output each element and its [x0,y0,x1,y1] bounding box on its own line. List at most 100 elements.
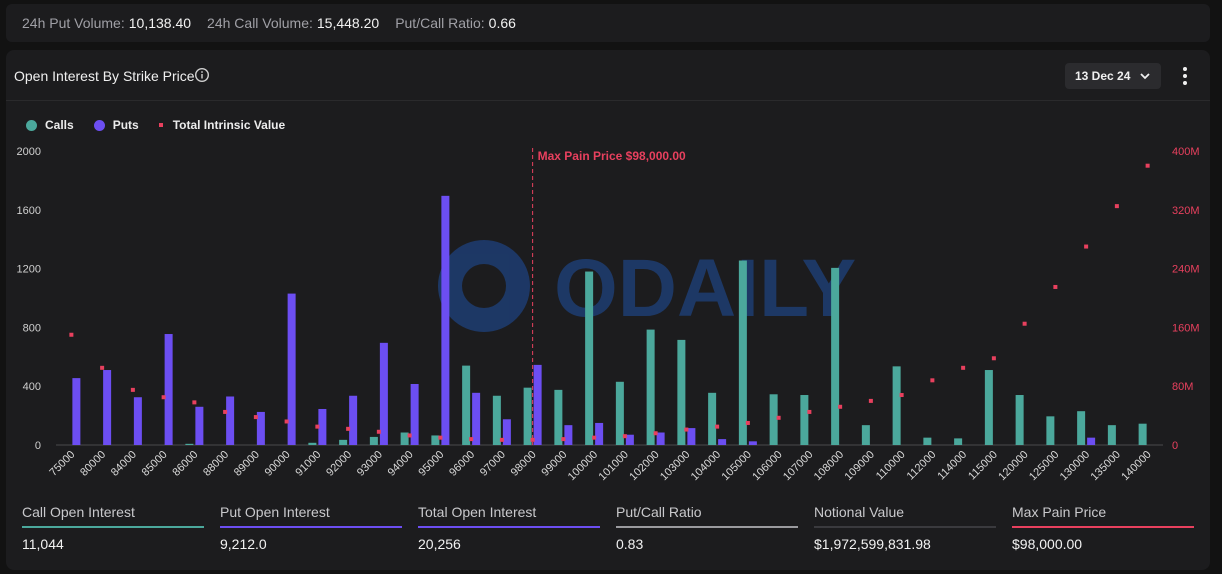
x-tick-label: 140000 [1119,449,1153,483]
chevron-down-icon [1139,70,1151,82]
intrinsic-point [1114,204,1119,209]
intrinsic-point [315,424,320,429]
intrinsic-point [499,437,504,442]
max-pain-label: Max Pain Price $98,000.00 [538,149,686,163]
calls-bar [492,395,501,445]
intrinsic-point [1145,163,1150,168]
intrinsic-point [130,387,135,392]
y2-tick-label: 80M [1172,381,1193,393]
put-volume-value: 10,138.40 [128,15,192,31]
expiry-date-select[interactable]: 13 Dec 24 [1065,63,1161,89]
intrinsic-point [100,365,105,370]
put-call-ratio-stat: Put/Call Ratio: 0.66 [395,15,516,31]
metric-value: 11,044 [22,536,64,552]
call-volume-stat: 24h Call Volume: 15,448.20 [207,15,379,31]
x-tick-label: 97000 [478,449,508,479]
intrinsic-point [592,435,597,440]
x-tick-label: 105000 [720,449,754,483]
calls-bar [185,443,194,445]
calls-bar [1107,425,1116,445]
panel-title: Open Interest By Strike Price [14,68,195,84]
summary-metrics: Call Open Interest 11,044 Put Open Interes… [22,498,1202,558]
x-tick-label: 103000 [658,449,692,483]
intrinsic-point [253,415,258,420]
calls-bar [677,339,686,445]
metric-card: Call Open Interest 11,044 [22,498,204,558]
x-tick-label: 93000 [355,449,385,479]
calls-bar [738,260,747,445]
put-call-ratio-value: 0.66 [488,15,516,31]
x-tick-label: 84000 [109,449,139,479]
puts-bar [349,395,358,445]
metric-value: 0.83 [616,536,644,552]
puts-bar [72,378,81,445]
intrinsic-point [1022,321,1027,326]
x-tick-label: 94000 [386,449,416,479]
x-tick-label: 75000 [47,449,77,479]
calls-bar [1015,395,1024,445]
metric-value: $98,000.00 [1012,536,1083,552]
metric-card: Notional Value $1,972,599,831.98 [814,498,996,558]
calls-bar [462,365,471,445]
puts-bar [718,439,727,445]
x-tick-label: 80000 [78,449,108,479]
puts-bar [103,370,112,445]
intrinsic-point [1053,284,1058,289]
x-tick-label: 85000 [140,449,170,479]
metric-value: 9,212.0 [220,536,267,552]
expiry-date-value: 13 Dec 24 [1075,69,1131,83]
legend-puts[interactable]: Puts [93,118,139,132]
metric-label: Notional Value [814,504,905,520]
x-tick-label: 89000 [232,449,262,479]
x-tick-label: 112000 [905,449,939,483]
metric-label: Put/Call Ratio [616,504,702,520]
intrinsic-point [192,400,197,405]
x-tick-label: 115000 [966,449,1000,483]
info-icon[interactable] [194,67,210,83]
calls-bar [431,435,440,445]
puts-bar [595,422,604,445]
intrinsic-point [376,429,381,434]
intrinsic-point [161,395,166,400]
legend-puts-label: Puts [112,118,139,132]
x-tick-label: 100000 [566,449,600,483]
puts-bar [564,425,573,445]
open-interest-panel: Open Interest By Strike Price 13 Dec 24 … [6,50,1210,570]
x-tick-label: 95000 [416,449,446,479]
puts-swatch [93,119,105,131]
puts-bar [410,383,419,445]
legend-calls[interactable]: Calls [26,118,74,132]
metric-card: Max Pain Price $98,000.00 [1012,498,1194,558]
y2-tick-label: 0 [1172,440,1178,452]
calls-bar [339,439,348,445]
puts-bar [195,406,204,445]
call-volume-label: 24h Call Volume: [207,15,313,31]
intrinsic-point [622,434,627,439]
watermark-logo-hole [462,264,506,308]
intrinsic-point [561,437,566,442]
calls-bar [554,389,563,445]
puts-bar [318,408,327,445]
x-tick-label: 107000 [781,449,815,483]
x-tick-label: 135000 [1089,449,1123,483]
puts-bar [656,432,665,445]
chart-legend: Calls Puts Total Intrinsic Value [26,118,305,132]
puts-bar [133,397,142,445]
legend-intrinsic[interactable]: Total Intrinsic Value [158,118,285,132]
intrinsic-point [1084,244,1089,249]
puts-bar [164,334,173,445]
x-tick-label: 110000 [874,449,908,483]
watermark-logo [438,240,530,332]
x-tick-label: 104000 [689,449,723,483]
puts-bar [379,342,388,445]
metric-value: 20,256 [418,536,461,552]
metric-underline [1012,526,1194,528]
intrinsic-swatch [158,123,163,127]
puts-bar [748,441,757,445]
y-tick-label: 400 [23,381,41,393]
intrinsic-point [899,393,904,398]
calls-bar [831,267,840,445]
metric-label: Total Open Interest [418,504,537,520]
more-vertical-icon[interactable] [1177,65,1193,87]
metric-label: Call Open Interest [22,504,135,520]
